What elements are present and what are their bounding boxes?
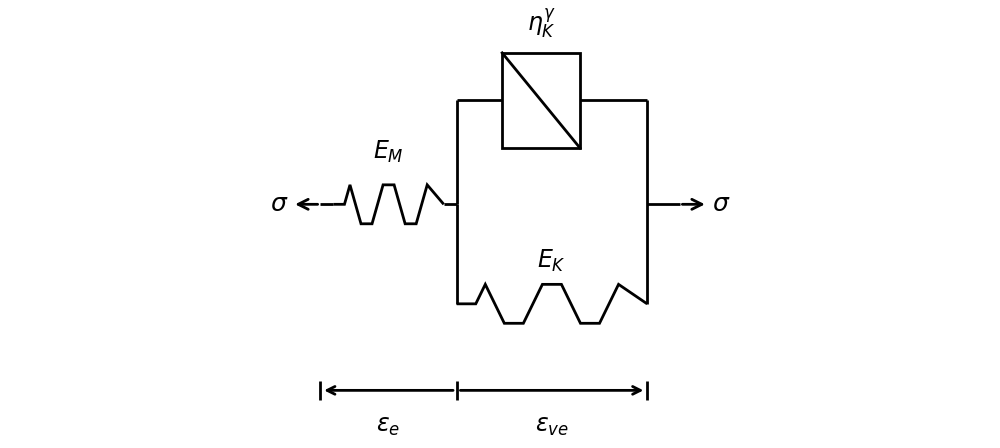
Text: $\sigma$: $\sigma$ xyxy=(712,192,730,216)
Text: $\eta^{\gamma}_{K}$: $\eta^{\gamma}_{K}$ xyxy=(527,7,556,40)
Bar xyxy=(502,53,580,148)
Text: $\sigma$: $\sigma$ xyxy=(270,192,288,216)
Text: $\varepsilon_e$: $\varepsilon_e$ xyxy=(376,414,401,438)
Text: $E_K$: $E_K$ xyxy=(537,247,566,274)
Text: $\varepsilon_{ve}$: $\varepsilon_{ve}$ xyxy=(535,414,569,438)
Text: $E_M$: $E_M$ xyxy=(373,139,404,165)
